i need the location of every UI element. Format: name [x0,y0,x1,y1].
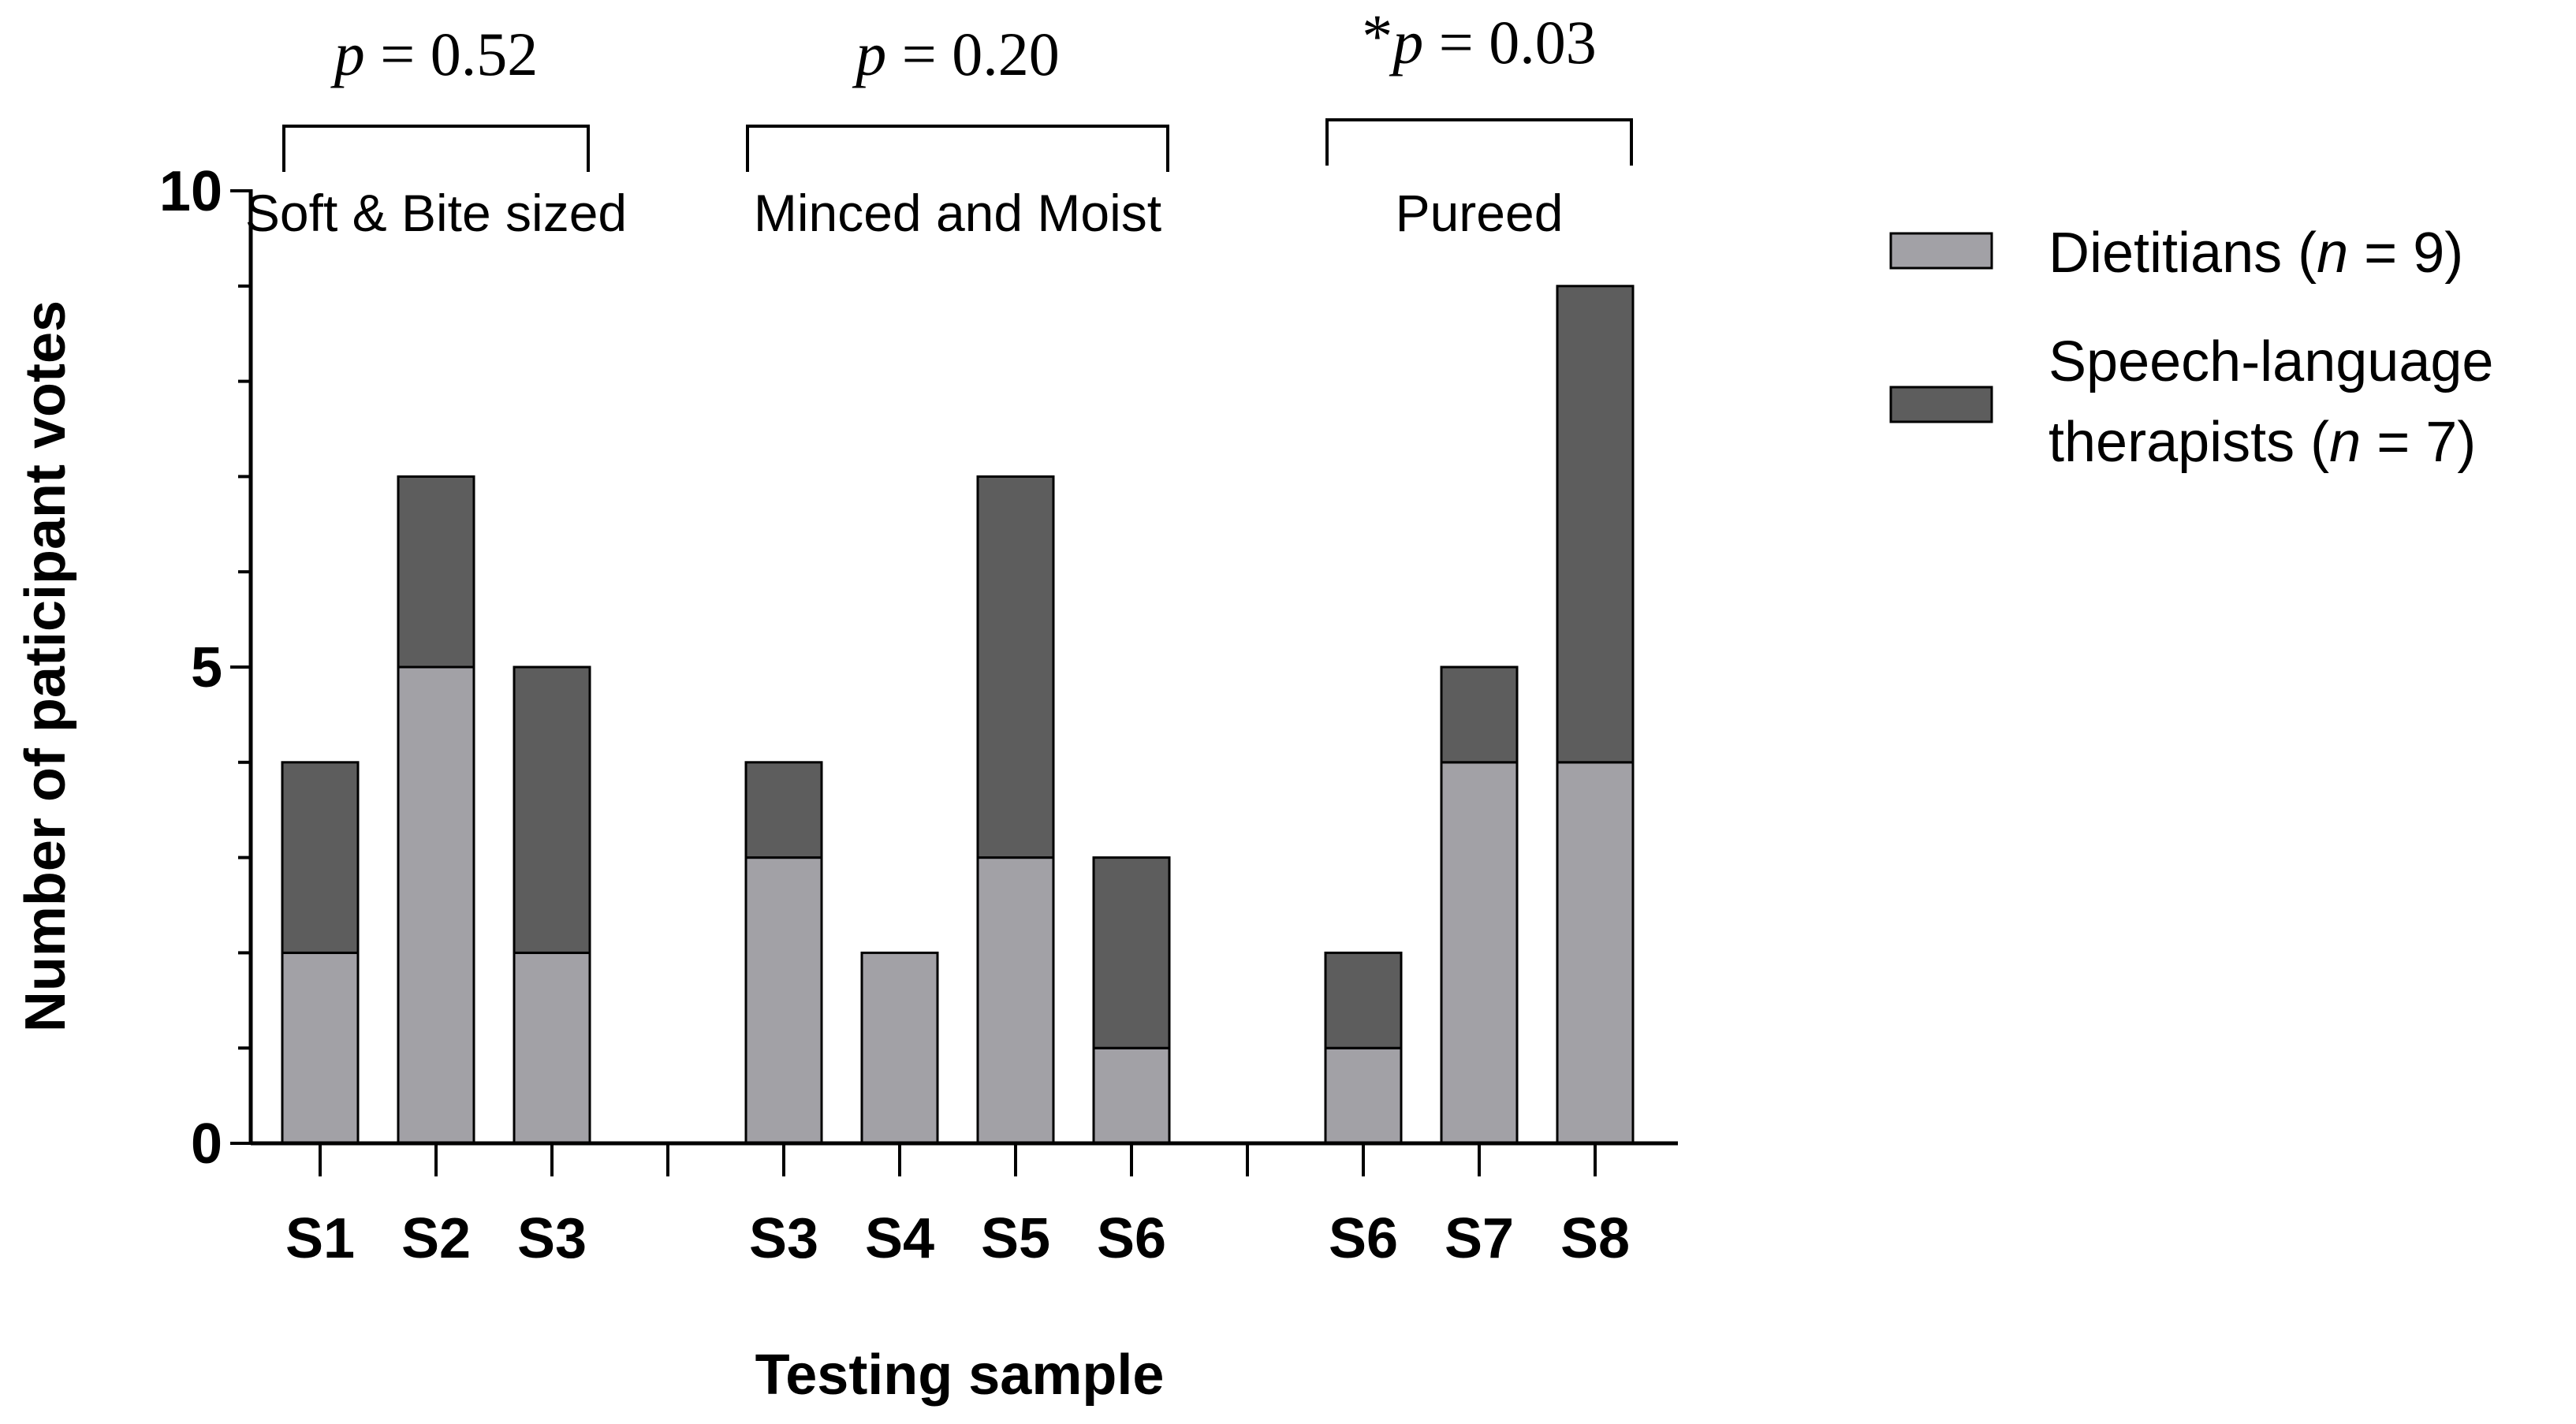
group-bracket-3 [1325,118,1633,166]
y-axis-title: Number of paticipant votes [14,300,77,1032]
p-value-3: *p = 0.03 [1362,2,1597,76]
bar-dietitians-3 [513,951,591,1145]
group-label-2: Minced and Moist [754,184,1161,242]
x-tick-label-2: S2 [401,1207,471,1270]
x-axis-title: Testing sample [755,1344,1165,1407]
bar-dietitians-7 [1092,1046,1171,1145]
bar-slt-7 [1092,856,1171,1049]
p-value-1: p = 0.52 [330,20,539,88]
x-tick-label-1: S1 [285,1207,355,1270]
bar-dietitians-9 [1440,761,1519,1145]
x-tick-label-8: S6 [1329,1207,1398,1270]
y-tick-label: 5 [191,636,222,699]
bar-dietitians-5 [860,951,939,1145]
bar-slt-2 [397,475,475,669]
y-tick-label: 0 [191,1113,222,1176]
x-tick-label-9: S7 [1445,1207,1514,1270]
x-tick-label-4: S3 [749,1207,818,1270]
group-bracket-2 [746,125,1169,172]
group-label-1: Soft & Bite sized [245,184,627,242]
bar-dietitians-10 [1556,761,1635,1145]
bar-slt-6 [976,475,1055,859]
legend-swatch-slt [1889,386,1993,423]
legend-swatch-dietitians [1889,232,1993,270]
bar-slt-4 [744,761,823,859]
x-tick-label-3: S3 [517,1207,587,1270]
x-tick-label-10: S8 [1560,1207,1630,1270]
legend-label-slt-line2: therapists (n = 7) [2048,411,2476,474]
legend-label-slt-line1: Speech-language [2048,330,2493,393]
bar-dietitians-4 [744,856,823,1145]
x-tick-label-5: S4 [865,1207,934,1270]
bar-dietitians-6 [976,856,1055,1145]
bar-slt-1 [281,761,360,954]
plot-area: 0 5 10 S1 S2 S3 S3 S4 S5 S6 S6 S7 S8 Soft & Bite size… [159,2,1678,1270]
group-label-3: Pureed [1396,184,1564,242]
bar-slt-9 [1440,665,1519,764]
bar-slt-8 [1324,951,1403,1049]
legend: Dietitians (n = 9) Speech-language therapi… [1889,222,2493,474]
bar-dietitians-8 [1324,1046,1403,1145]
bar-slt-3 [513,665,591,954]
bar-dietitians-2 [397,665,475,1145]
y-tick-label: 10 [159,160,222,223]
x-tick-label-6: S5 [981,1207,1050,1270]
p-value-2: p = 0.20 [852,20,1060,88]
x-tick-label-7: S6 [1097,1207,1166,1270]
legend-label-dietitians-line1: Dietitians (n = 9) [2048,222,2463,285]
bar-slt-10 [1556,285,1635,764]
group-bracket-1 [282,125,590,172]
bar-dietitians-1 [281,951,360,1145]
